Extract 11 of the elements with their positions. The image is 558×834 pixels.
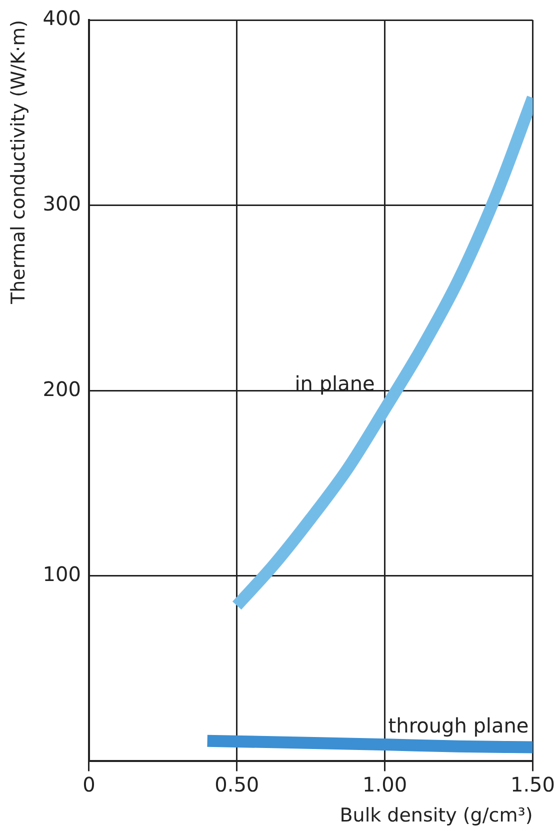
x-tick-label: 0 [82,772,96,796]
x-tick-label: 1.00 [362,772,408,796]
y-tick-label: 400 [42,6,81,30]
x-axis-title: Bulk density (g/cm³) [340,804,533,827]
y-tick-label: 300 [42,192,81,216]
x-tick-label: 1.50 [510,772,555,796]
y-tick-label: 200 [42,376,81,401]
x-tick-label: 0.50 [214,772,260,796]
y-tick-label: 100 [42,562,81,586]
y-axis-title: Thermal conductivity (W/K·m) [7,20,30,305]
series-label: through plane [388,714,529,738]
